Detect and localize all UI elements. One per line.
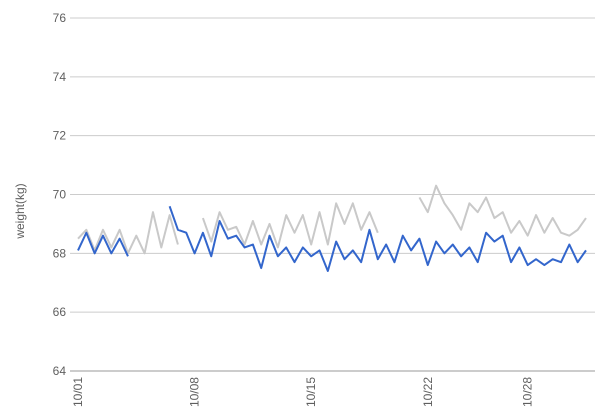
y-tick-label: 64 [53, 364, 67, 378]
line-series [77, 205, 587, 272]
x-tick-label: 10/01 [71, 377, 85, 407]
x-tick-label: 10/08 [188, 377, 202, 407]
x-tick-label: 10/28 [521, 377, 535, 407]
x-tick-label: 10/15 [304, 377, 318, 407]
y-tick-label: 74 [53, 70, 67, 84]
line-series [77, 184, 587, 255]
y-tick-label: 72 [53, 129, 67, 143]
y-tick-label: 70 [53, 188, 67, 202]
y-tick-label: 76 [53, 11, 67, 25]
x-tick-label: 10/22 [421, 377, 435, 407]
y-axis-label: weight(kg) [13, 183, 27, 239]
y-tick-label: 66 [53, 305, 67, 319]
y-tick-label: 68 [53, 246, 67, 260]
